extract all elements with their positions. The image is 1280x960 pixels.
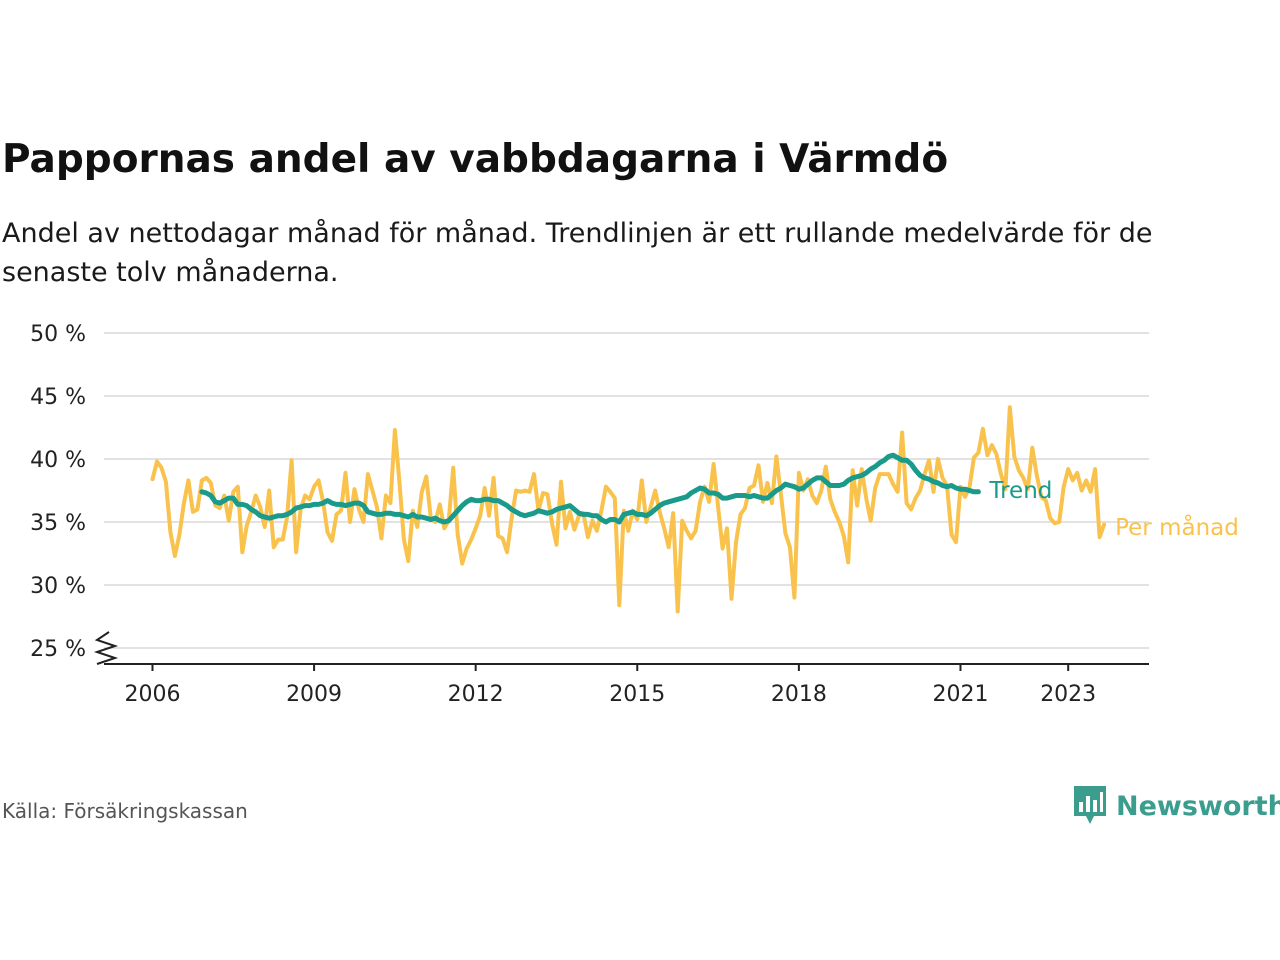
y-tick-label: 50 % (30, 322, 86, 347)
x-tick-label: 2012 (448, 682, 504, 707)
x-tick-label: 2018 (771, 682, 827, 707)
x-tick-label: 2021 (932, 682, 988, 707)
series-lines (150, 405, 1107, 614)
line-chart: 50 % 45 % 40 % 35 % 30 % 25 % 2006 2009 2012 201… (30, 322, 1239, 707)
x-tick-label: 2009 (286, 682, 342, 707)
x-axis (93, 631, 1149, 665)
x-tick-label: 2023 (1040, 682, 1096, 707)
y-tick-label: 30 % (30, 574, 86, 599)
y-tick-label: 45 % (30, 385, 86, 410)
brand-name: Newsworthy (1116, 790, 1280, 822)
source-note: Källa: Försäkringskassan (2, 799, 248, 823)
axis-break-icon (93, 631, 119, 665)
y-tick-label: 25 % (30, 637, 86, 662)
y-tick-label: 40 % (30, 448, 86, 473)
x-tick-label: 2006 (124, 682, 180, 707)
chart-title: Pappornas andel av vabbdagarna i Värmdö (2, 137, 949, 182)
y-axis-ticks: 50 % 45 % 40 % 35 % 30 % 25 % (30, 322, 86, 662)
series-labels: Per månad Trend (988, 478, 1238, 541)
chart-subtitle: Andel av nettodagar månad för månad. Tre… (2, 218, 1153, 288)
series-label-per-manad: Per månad (1115, 513, 1239, 541)
x-tick-label: 2015 (609, 682, 665, 707)
series-label-trend: Trend (988, 478, 1052, 504)
y-tick-label: 35 % (30, 511, 86, 536)
series-line-per-manad (150, 405, 1107, 614)
series-line-trend (199, 452, 981, 525)
brand-logo: Newsworthy (1072, 784, 1280, 828)
bar-chart-logo-icon (1074, 786, 1106, 824)
x-axis-ticks: 2006 2009 2012 2015 2018 2021 2023 (124, 664, 1096, 707)
